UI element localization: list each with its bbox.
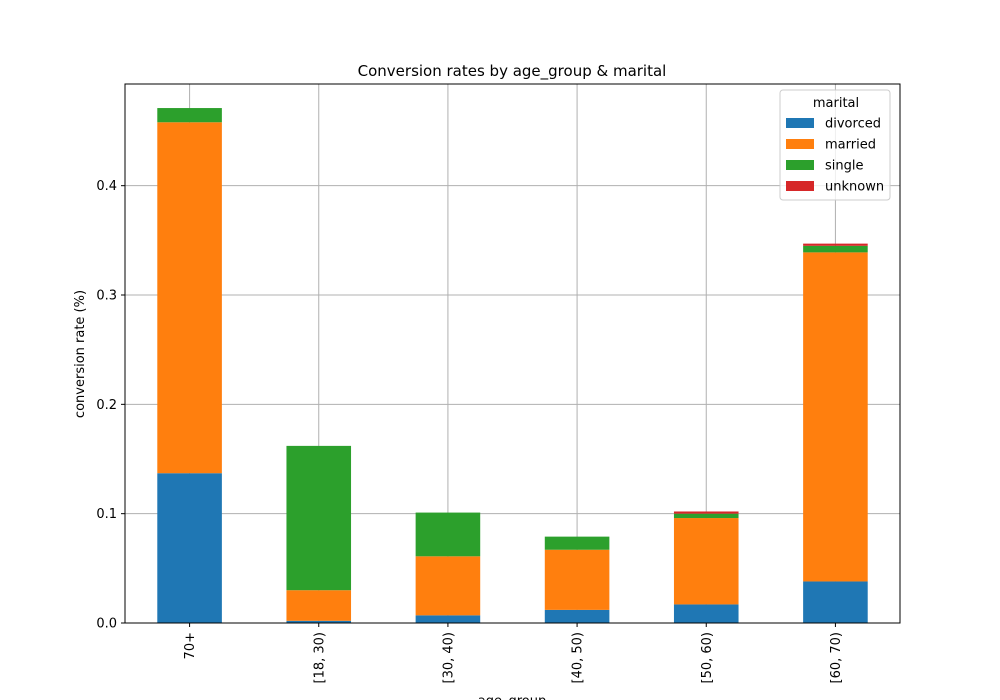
x-axis-label: age_group bbox=[478, 694, 546, 700]
bar-segment-divorced bbox=[157, 473, 222, 623]
bar-segment-married bbox=[544, 549, 610, 610]
bar-segment-single bbox=[673, 513, 739, 519]
x-tick-label: [18, 30) bbox=[312, 632, 327, 684]
y-tick-label: 0.2 bbox=[96, 398, 117, 413]
bar-segment-married bbox=[673, 518, 739, 605]
legend-swatch-single bbox=[786, 160, 814, 170]
bar-segment-divorced bbox=[415, 615, 481, 623]
bar-stacks bbox=[157, 108, 868, 623]
bar-segment-divorced bbox=[673, 604, 739, 623]
bar-segment-married bbox=[286, 590, 352, 621]
legend-swatch-married bbox=[786, 139, 814, 149]
bar-segment-divorced bbox=[544, 609, 610, 623]
bar-segment-unknown bbox=[803, 243, 868, 246]
chart-title: Conversion rates by age_group & marital bbox=[358, 62, 667, 81]
legend-label-divorced: divorced bbox=[825, 117, 881, 132]
legend: marital divorced married single unknown bbox=[779, 89, 891, 201]
legend-swatch-unknown bbox=[786, 181, 814, 191]
legend-label-married: married bbox=[825, 138, 876, 153]
y-axis-ticks: 0.0 0.1 0.2 0.3 0.4 bbox=[96, 179, 125, 632]
legend-title: marital bbox=[813, 96, 859, 111]
bar-segment-divorced bbox=[803, 581, 868, 623]
x-tick-label: [30, 40) bbox=[441, 632, 456, 684]
x-axis-ticks: 70+ [18, 30) [30, 40) [40, 50) [50, 60) [60, … bbox=[183, 623, 844, 684]
x-tick-label: [40, 50) bbox=[571, 632, 586, 684]
bar-segment-single bbox=[544, 536, 610, 550]
grid-lines bbox=[125, 84, 900, 624]
y-tick-label: 0.0 bbox=[96, 617, 117, 632]
bar-segment-single bbox=[157, 108, 222, 123]
plot-area bbox=[125, 84, 900, 623]
y-tick-label: 0.1 bbox=[96, 507, 117, 522]
bar-segment-married bbox=[803, 252, 868, 582]
bar-segment-married bbox=[157, 122, 222, 474]
plot-frame bbox=[124, 83, 901, 624]
x-tick-label: 70+ bbox=[183, 632, 198, 659]
y-tick-label: 0.3 bbox=[96, 289, 117, 304]
bar-segment-married bbox=[415, 556, 481, 616]
bar-segment-unknown bbox=[673, 511, 739, 514]
legend-label-single: single bbox=[825, 159, 864, 174]
x-tick-label: [60, 70) bbox=[829, 632, 844, 684]
bar-segment-single bbox=[286, 445, 352, 591]
bar-segment-single bbox=[415, 512, 481, 557]
legend-swatch-divorced bbox=[786, 118, 814, 128]
y-tick-label: 0.4 bbox=[96, 179, 117, 194]
bar-segment-divorced bbox=[286, 620, 352, 623]
legend-label-unknown: unknown bbox=[825, 180, 884, 195]
bar-segment-single bbox=[803, 245, 868, 253]
y-axis-label: conversion rate (%) bbox=[73, 290, 88, 418]
x-tick-label: [50, 60) bbox=[700, 632, 715, 684]
legend-box bbox=[779, 89, 891, 201]
